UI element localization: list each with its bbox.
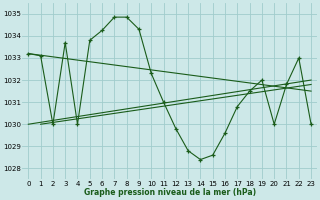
X-axis label: Graphe pression niveau de la mer (hPa): Graphe pression niveau de la mer (hPa) xyxy=(84,188,256,197)
